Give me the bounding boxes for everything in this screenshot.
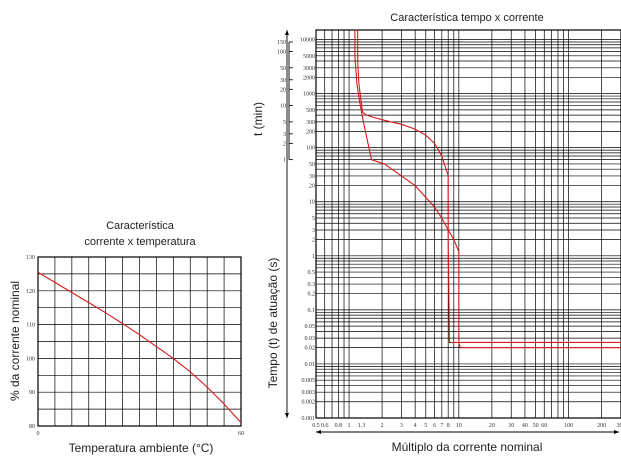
trip-x-tick-label: 6 [433, 423, 436, 429]
trip-minutes-tick-label: 3 [283, 132, 286, 138]
trip-y-tick-label: 20 [309, 183, 315, 189]
trip-x-tick-label: 8 [447, 423, 450, 429]
trip-y-tick-label: 0.02 [305, 346, 316, 352]
temp-y-tick-label: 80 [29, 424, 35, 430]
trip-y-tick-label: 0.003 [302, 390, 316, 396]
trip-minutes-tick-label: 10 [280, 104, 286, 110]
trip-y-tick-label: 0.002 [302, 400, 316, 406]
trip-x-axis-arrow-left [316, 430, 321, 434]
trip-y-tick-label: 0.001 [302, 416, 316, 422]
trip-y-tick-label: 0.2 [308, 292, 316, 298]
trip-x-tick-label: 1 [348, 423, 351, 429]
trip-x-tick-label: 2 [381, 423, 384, 429]
temperature-chart: Característica corrente x temperatura % … [8, 220, 244, 455]
trip-minutes-tick-label: 1 [283, 158, 286, 164]
trip-minutes-tick-label: 30 [280, 78, 286, 84]
trip-x-tick-label: 100 [564, 423, 573, 429]
temp-plot-frame [37, 256, 242, 427]
trip-x-tick-label: 60 [541, 423, 547, 429]
trip-y-tick-label: 1000 [303, 92, 315, 98]
trip-minutes-tick-label: 20 [280, 87, 286, 93]
trip-y-tick-label: 10000 [300, 38, 315, 44]
temp-chart-y-label: % da corrente nominal [8, 281, 22, 401]
trip-x-tick-label: 40 [522, 423, 528, 429]
temp-y-tick-label: 130 [26, 255, 35, 261]
trip-y-tick-label: 0.1 [308, 308, 316, 314]
trip-x-tick-label: 0.5 [312, 423, 320, 429]
trip-minutes-tick-label: 2 [283, 141, 286, 147]
trip-chart-title: Característica tempo x corrente [390, 12, 543, 24]
trip-minutes-tick-label: 150 [277, 40, 286, 46]
trip-y-tick-label: 200 [306, 129, 315, 135]
trip-y-tick-label: 100 [306, 146, 315, 152]
trip-y-tick-label: 10 [309, 200, 315, 206]
trip-y-tick-label: 0.05 [305, 324, 316, 330]
trip-y-tick-label: 500 [306, 108, 315, 114]
trip-plot-frame [315, 29, 621, 419]
trip-curve-upper [357, 30, 621, 343]
temp-y-tick-label: 110 [26, 323, 35, 329]
trip-x-tick-label: 4 [414, 423, 417, 429]
trip-x-tick-label: 1.3 [358, 423, 366, 429]
trip-y-tick-label: 0.01 [305, 362, 316, 368]
trip-y-tick-label: 3000 [303, 66, 315, 72]
trip-minutes-tick-label: 5 [283, 120, 286, 126]
trip-y-tick-label: 5000 [303, 54, 315, 60]
trip-y-tick-label: 0.5 [308, 270, 316, 276]
trip-x-tick-label: 30 [508, 423, 514, 429]
trip-y-tick-label: 2 [312, 238, 315, 244]
trip-curve-chart: Característica tempo x corrente Tempo (t… [251, 12, 621, 454]
trip-x-tick-label: 5 [424, 423, 427, 429]
trip-y-tick-label: 50 [309, 162, 315, 168]
trip-y-tick-label: 3 [312, 228, 315, 234]
temp-chart-title-line-2: corrente x temperatura [84, 236, 196, 248]
trip-chart-y-label-minutes: t (min) [251, 102, 265, 136]
temp-y-tick-label: 90 [29, 390, 35, 396]
trip-x-tick-label: 300 [617, 423, 621, 429]
temp-x-tick-label: 60 [238, 431, 244, 437]
trip-x-tick-label: 20 [489, 423, 495, 429]
trip-x-axis-arrow-right [614, 430, 619, 434]
trip-minutes-tick-label: 50 [280, 66, 286, 72]
trip-chart-y-label-seconds: Tempo (t) de atuação (s) [266, 258, 280, 389]
trip-y-tick-label: 0.3 [308, 282, 316, 288]
trip-y-tick-label: 300 [306, 120, 315, 126]
temp-y-tick-label: 120 [26, 289, 35, 295]
trip-x-tick-label: 50 [533, 423, 539, 429]
trip-y-tick-label: 30 [309, 174, 315, 180]
temp-x-tick-label: 0 [37, 431, 40, 437]
temp-chart-x-label: Temperatura ambiente (°C) [69, 441, 214, 455]
trip-x-tick-label: 0.6 [321, 423, 329, 429]
trip-curve-lower [354, 30, 621, 349]
temp-y-tick-label: 100 [26, 356, 35, 362]
trip-x-tick-label: 7 [440, 423, 443, 429]
temp-chart-title-line-1: Característica [106, 220, 175, 232]
trip-y-tick-label: 5 [312, 216, 315, 222]
trip-x-tick-label: 200 [597, 423, 606, 429]
trip-chart-x-label: Múltiplo da corrente nominal [392, 440, 543, 454]
trip-minutes-tick-label: 100 [277, 50, 286, 56]
trip-x-tick-label: 0.8 [335, 423, 343, 429]
trip-y-tick-label: 0.03 [305, 336, 316, 342]
trip-x-tick-label: 10 [456, 423, 462, 429]
trip-y-tick-label: 1 [312, 254, 315, 260]
temp-derating-curve [37, 271, 242, 423]
trip-y-tick-label: 0.005 [302, 378, 316, 384]
trip-seconds-axis-arrow-down [285, 413, 289, 418]
trip-seconds-axis-arrow-up [285, 30, 289, 35]
trip-x-tick-label: 3 [400, 423, 403, 429]
trip-y-tick-label: 2000 [303, 75, 315, 81]
